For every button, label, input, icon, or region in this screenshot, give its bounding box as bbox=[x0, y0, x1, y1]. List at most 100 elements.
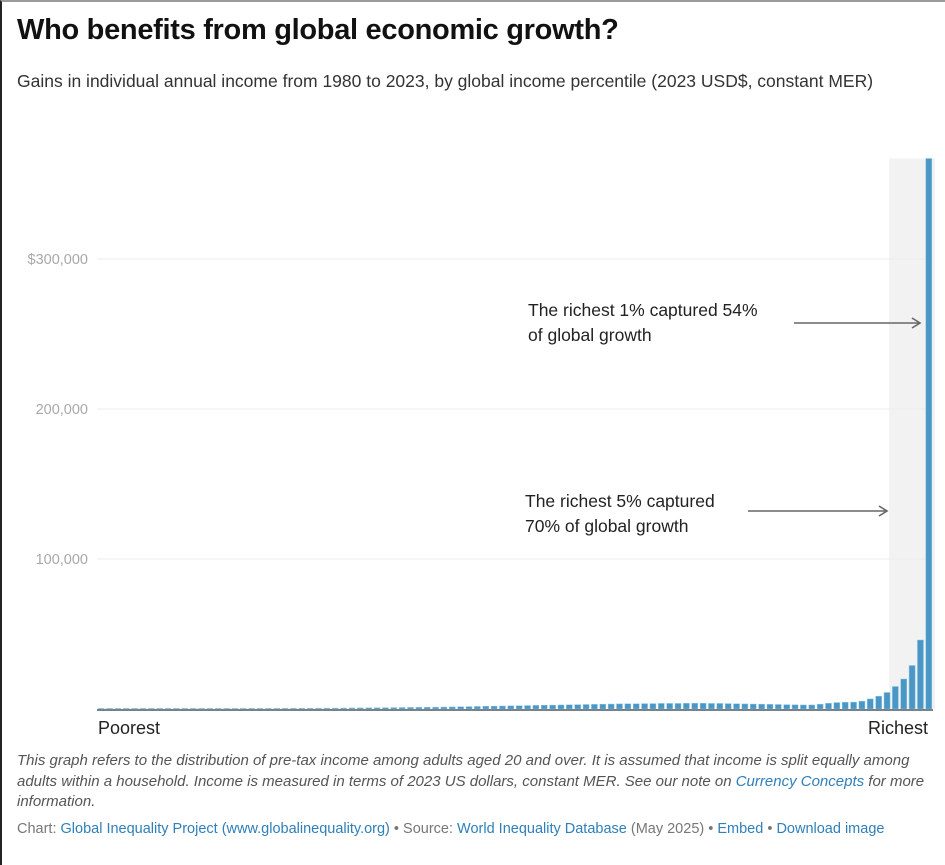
bar-p33 bbox=[365, 707, 372, 710]
gridlines bbox=[97, 258, 933, 560]
bar-p93 bbox=[867, 698, 874, 710]
annotation-richest-1: The richest 1% captured 54% of global gr… bbox=[528, 300, 922, 345]
bar-p83 bbox=[783, 704, 790, 710]
annotation-1-line2: of global growth bbox=[528, 325, 652, 345]
world-inequality-database-link[interactable]: World Inequality Database bbox=[457, 821, 627, 837]
global-inequality-project-link[interactable]: Global Inequality Project (www.globaline… bbox=[60, 821, 390, 837]
bar-p96 bbox=[892, 686, 899, 710]
bar-p63 bbox=[616, 703, 623, 710]
bar-p32 bbox=[357, 707, 364, 710]
currency-concepts-link[interactable]: Currency Concepts bbox=[735, 772, 865, 790]
bar-p81 bbox=[766, 704, 774, 710]
bar-p34 bbox=[373, 707, 381, 710]
annotation-1-line1: The richest 1% captured 54% bbox=[528, 300, 758, 320]
bar-p99 bbox=[917, 639, 924, 710]
bar-p30 bbox=[340, 707, 347, 710]
bar-p85 bbox=[800, 704, 807, 710]
bar-p44 bbox=[457, 706, 464, 710]
bar-p10 bbox=[173, 708, 180, 710]
bar-p51 bbox=[515, 705, 523, 710]
bar-p38 bbox=[407, 707, 414, 710]
bar-p84 bbox=[791, 704, 799, 710]
bar-p26 bbox=[306, 707, 314, 710]
bar-p24 bbox=[290, 708, 297, 710]
bar-p65 bbox=[632, 703, 640, 710]
bar-p75 bbox=[716, 703, 724, 710]
bar-p91 bbox=[850, 701, 857, 710]
bar-p37 bbox=[398, 707, 406, 710]
bar-p68 bbox=[658, 703, 665, 710]
bar-p45 bbox=[465, 706, 473, 710]
bar-p36 bbox=[390, 707, 398, 710]
bar-p86 bbox=[808, 704, 816, 710]
notes-text: This graph refers to the distribution of… bbox=[17, 752, 910, 790]
bar-p18 bbox=[240, 708, 247, 710]
bar-p42 bbox=[440, 706, 448, 710]
bar-p48 bbox=[490, 705, 498, 710]
annotation-richest-5: The richest 5% captured 70% of global gr… bbox=[525, 491, 889, 536]
bar-p66 bbox=[641, 703, 648, 710]
bar-p73 bbox=[699, 703, 707, 710]
bar-p92 bbox=[858, 700, 866, 710]
y-axis-ticks: 100,000 200,000 $300,000 bbox=[28, 252, 88, 568]
bar-p71 bbox=[683, 703, 690, 710]
credits-chart-prefix: Chart: bbox=[17, 821, 61, 837]
download-image-link[interactable]: Download image bbox=[776, 821, 885, 837]
chart-credits: Chart: Global Inequality Project (www.gl… bbox=[17, 819, 932, 840]
bar-p8 bbox=[156, 708, 163, 710]
arrow-right-icon bbox=[794, 317, 922, 329]
bar-chart: 100,000 200,000 $300,000 Poorest Richest T… bbox=[28, 158, 935, 738]
bar-p35 bbox=[382, 707, 389, 710]
bar-p28 bbox=[323, 707, 331, 710]
credits-separator: • bbox=[763, 821, 777, 837]
bar-p89 bbox=[833, 702, 841, 710]
bar-p6 bbox=[139, 708, 147, 710]
bar-p3 bbox=[114, 708, 122, 710]
bars bbox=[97, 158, 933, 710]
notes-text-end: for more information. bbox=[17, 772, 925, 811]
bar-p5 bbox=[131, 708, 138, 710]
bar-p12 bbox=[189, 708, 197, 710]
bar-p69 bbox=[666, 703, 673, 710]
bar-p80 bbox=[758, 703, 765, 710]
bar-p58 bbox=[574, 704, 581, 710]
embed-link[interactable]: Embed bbox=[717, 821, 764, 837]
bar-p82 bbox=[775, 704, 782, 710]
bar-p95 bbox=[883, 692, 891, 710]
bar-p74 bbox=[708, 703, 715, 710]
bar-p53 bbox=[532, 705, 540, 710]
bar-p79 bbox=[750, 703, 757, 710]
bar-p52 bbox=[524, 705, 531, 710]
bar-p11 bbox=[181, 708, 189, 710]
bar-p49 bbox=[499, 705, 506, 710]
bar-p27 bbox=[315, 707, 322, 710]
bar-p47 bbox=[482, 706, 489, 710]
annotation-2-line1: The richest 5% captured bbox=[525, 491, 715, 511]
bar-p2 bbox=[106, 708, 113, 710]
bar-p9 bbox=[164, 708, 172, 710]
bar-p54 bbox=[541, 705, 548, 710]
bar-p31 bbox=[348, 707, 356, 710]
bar-p57 bbox=[566, 704, 573, 710]
bar-p22 bbox=[273, 708, 280, 710]
y-tick-label: 200,000 bbox=[36, 402, 88, 418]
bar-p19 bbox=[248, 708, 255, 710]
bar-p78 bbox=[741, 703, 749, 710]
bar-p98 bbox=[908, 665, 916, 710]
bar-p55 bbox=[549, 704, 556, 710]
bar-p100 bbox=[925, 158, 933, 710]
bar-p50 bbox=[507, 705, 515, 710]
bar-p16 bbox=[223, 708, 230, 710]
bar-p61 bbox=[599, 703, 607, 710]
bar-p67 bbox=[649, 703, 657, 710]
bar-p15 bbox=[214, 708, 222, 710]
bar-p76 bbox=[724, 703, 732, 710]
bar-p72 bbox=[691, 703, 698, 710]
bar-p14 bbox=[206, 708, 214, 710]
y-tick-label: 100,000 bbox=[36, 552, 88, 568]
bar-p59 bbox=[582, 704, 590, 710]
bar-p60 bbox=[591, 704, 598, 710]
bar-p29 bbox=[332, 707, 339, 710]
bar-p43 bbox=[449, 706, 456, 710]
bar-p87 bbox=[816, 703, 824, 710]
